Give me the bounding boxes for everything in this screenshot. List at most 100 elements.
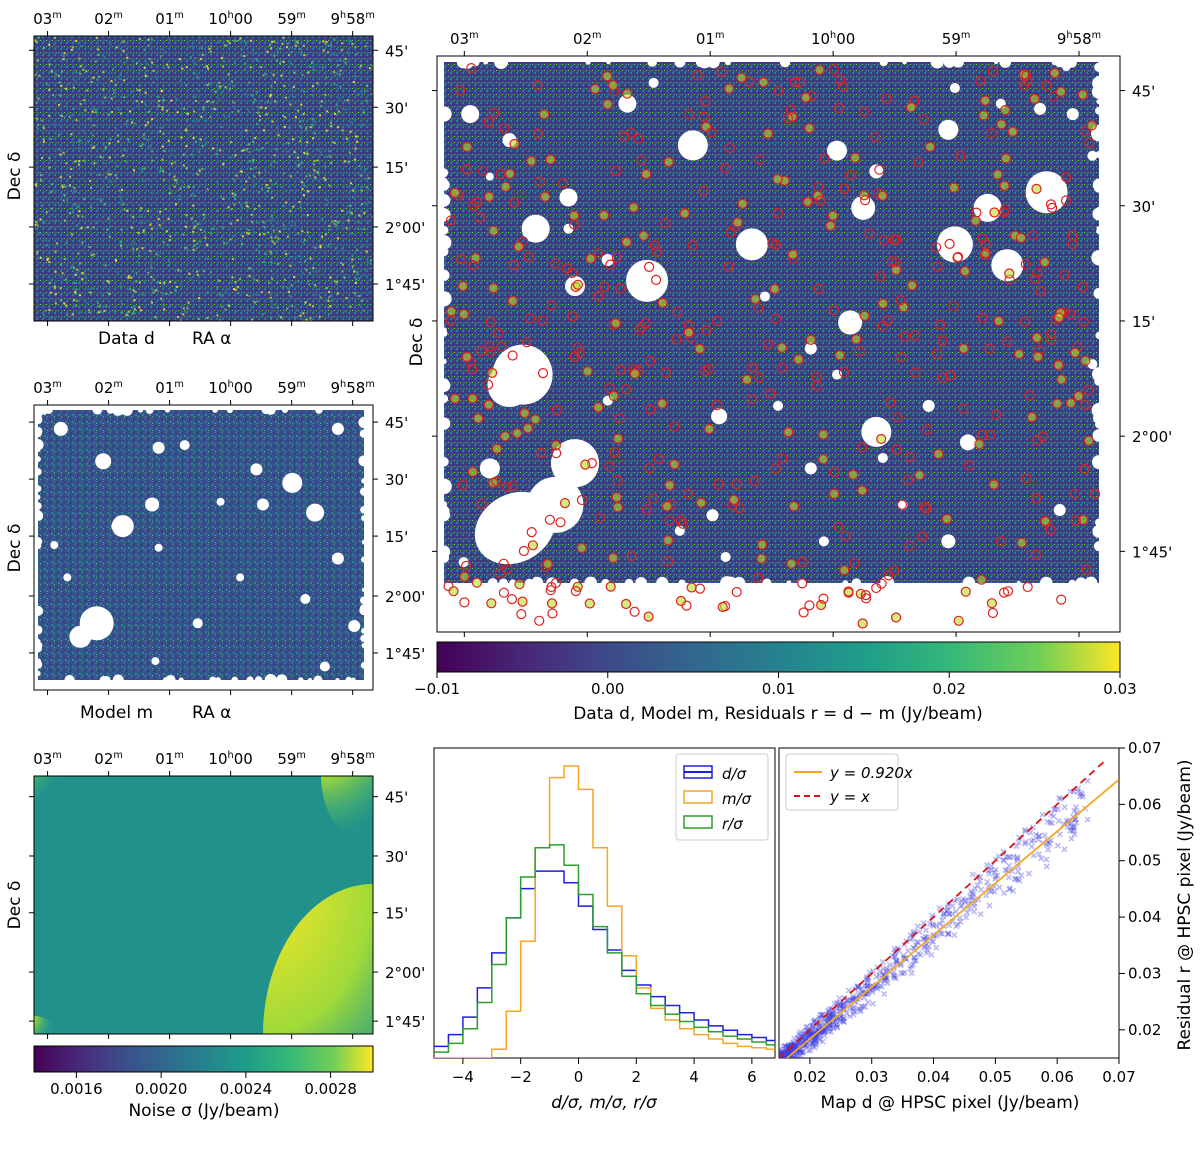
data-map-speckle-dot [284,250,287,253]
data-map-speckle-dot [199,222,202,225]
data-map-speckle-dot [61,186,64,189]
residual-source-circle [618,131,630,142]
data-map-speckle-dot [58,81,61,84]
scatter-point [779,1064,784,1069]
residual-map-edge [1095,420,1103,429]
data-map-speckle-dot [75,71,78,74]
scatter-point [821,1032,828,1039]
data-map-speckle-dot [316,159,319,162]
data-map-speckle-dot [358,257,361,260]
data-map-speckle-dot [37,36,40,39]
scatter-point [891,974,898,981]
residual-source-circle [787,249,799,260]
scatter-point [777,1060,782,1065]
residual-source-circle [706,127,717,138]
data-map-speckle-dot [193,244,196,247]
scatter-point [923,949,930,956]
data-map-speckle-dot [135,260,138,263]
residual-source-circle [802,196,813,207]
residual-source-circle [467,466,478,477]
scatter-point [777,1068,782,1073]
residual-source-circle [663,156,674,167]
residual-source-circle [871,582,882,594]
data-map-speckle-dot [91,146,94,149]
data-map-speckle-dot [97,48,100,51]
scatter-point [1028,838,1035,845]
data-map-speckle-dot [270,164,273,167]
legend-box-m [683,790,713,804]
scatter-point [784,1049,791,1056]
scatter-point [779,1052,783,1058]
data-map-speckle-dot [248,232,251,235]
data-map-speckle-dot [62,278,65,281]
scatter-point [1001,889,1008,896]
residual-map-edge [796,578,807,588]
residual-source-circle [1078,316,1089,327]
data-map-speckle-dot [230,141,233,144]
data-map-speckle-dot [110,160,113,163]
scatter-point [996,884,1003,891]
scatter-point [850,993,857,1000]
data-map-speckle-dot [211,228,214,231]
data-map-speckle-dot [221,65,224,68]
data-map-speckle-dot [371,68,373,71]
residual-map-hole [861,416,892,447]
data-map-xlabel-left: Data d [98,329,155,349]
scatter-point [820,1025,827,1032]
data-map-speckle-dot [122,154,125,157]
residual-source-circle [504,168,515,179]
scatter-point [983,892,990,899]
residual-source-circle [1029,273,1041,284]
data-map-speckle-dot [340,262,343,265]
residual-source-circle [638,230,649,241]
data-map-speckle-dot [325,203,328,206]
data-map-speckle-dot [303,214,306,217]
data-map-speckle-dot [308,283,311,286]
residual-source-circle [629,606,640,617]
scatter-point [827,1023,834,1030]
residual-source-circle [661,501,673,512]
residual-source-circle [461,164,473,175]
scatter-point [784,1062,789,1067]
data-map-speckle-dot [40,119,43,122]
data-map-speckle-dot [237,109,240,112]
data-map-speckle-dot [196,270,199,273]
data-map-speckle-dot [363,228,366,231]
data-map-speckle-dot [332,141,335,144]
data-map-speckle-dot [301,73,304,76]
data-map-speckle-dot [316,172,319,175]
residual-source-circle [1041,80,1052,91]
scatter-point [780,1055,787,1058]
noise-map-dec-ticks: 45'30'15'2°00'1°45' [29,789,425,1031]
residual-map-hole [677,130,708,161]
data-map-speckle-dot [140,207,143,210]
data-map-speckle-dot [175,231,178,234]
residual-source-circle [828,305,840,316]
residual-source-circle [812,190,823,201]
data-map-speckle-dot [270,269,273,272]
residual-source-circle [987,65,999,77]
residual-map-edge [724,58,732,66]
residual-source-circle [892,412,903,423]
data-map-speckle-dot [341,129,344,132]
scatter-point [839,1002,847,1009]
data-map-speckle-dot [293,276,296,279]
residual-source-circle [524,313,536,324]
data-map-speckle-dot [200,228,203,231]
data-map-speckle-dot [218,81,221,84]
data-map-speckle-dot [144,124,147,127]
data-map-speckle-dot [192,186,195,189]
residual-map-hole [492,344,553,405]
data-map-speckle-dot [196,242,199,245]
residual-source-circle [986,128,997,139]
scatter-point [925,943,932,950]
data-map-speckle-dot [281,205,284,208]
data-map-speckle-dot [167,264,170,267]
residual-source-circle [1026,412,1038,423]
data-map-dec-tick-label: 2°00' [385,219,425,237]
data-map-speckle-dot [285,201,288,204]
scatter-point [777,1060,782,1065]
scatter-point [1015,839,1022,846]
residual-map-hole [485,172,494,181]
residual-source-circle [772,208,784,219]
